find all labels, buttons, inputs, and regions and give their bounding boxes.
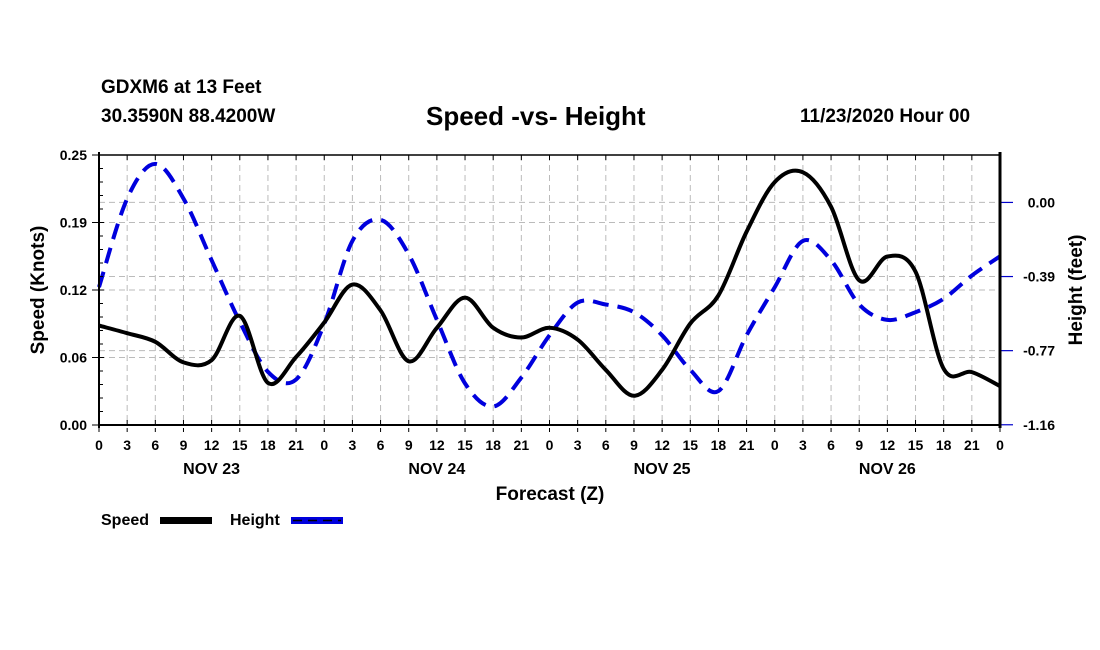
y-tick-label: 0.19	[60, 215, 87, 231]
x-tick-label: 12	[204, 437, 220, 453]
grid	[99, 155, 1000, 426]
x-tick-label: 0	[996, 437, 1004, 453]
legend-swatch-speed	[160, 517, 212, 524]
axes: 0 3 6 9 12 15 18 21 0 3 6 9 12 15 18 21 0 3 6 9 12 15 18 21 0 3 6 9…	[60, 147, 1055, 478]
x-tick-label: 15	[457, 437, 473, 453]
location-label: 30.3590N 88.4200W	[101, 106, 276, 127]
x-tick-label: 9	[630, 437, 638, 453]
x-tick-label: 18	[260, 437, 276, 453]
axis-labels: Speed (Knots) Height (feet) Forecast (Z)	[28, 226, 1087, 505]
issued-time-label: 11/23/2020 Hour 00	[800, 106, 971, 127]
x-tick-label: 15	[682, 437, 698, 453]
x-tick-label: 9	[180, 437, 188, 453]
y2-tick-label: -0.77	[1023, 343, 1055, 359]
x-tick-label: 3	[349, 437, 357, 453]
x-tick-label: 21	[739, 437, 755, 453]
y-axis-label: Speed (Knots)	[28, 226, 49, 355]
x-tick-label: 21	[288, 437, 304, 453]
x-tick-label: 0	[771, 437, 779, 453]
x-tick-label: 6	[151, 437, 159, 453]
y2-tick-label: -1.16	[1023, 417, 1055, 433]
x-tick-label: 0	[95, 437, 103, 453]
x-tick-label: 3	[574, 437, 582, 453]
y2-tick-label: -0.39	[1023, 269, 1055, 285]
x-tick-label: 6	[602, 437, 610, 453]
x-tick-label: 6	[827, 437, 835, 453]
x-tick-label: 0	[320, 437, 328, 453]
y-tick-label: 0.00	[60, 417, 87, 433]
y-tick-label: 0.12	[60, 282, 87, 298]
x-tick-label: 3	[123, 437, 131, 453]
x-tick-label: 18	[936, 437, 952, 453]
date-label: NOV 23	[183, 461, 240, 478]
x-tick-label: 12	[880, 437, 896, 453]
x-tick-label: 12	[654, 437, 670, 453]
series-line-speed	[98, 168, 1001, 398]
y-tick-label: 0.25	[60, 147, 87, 163]
x-tick-label: 15	[232, 437, 248, 453]
x-tick-label: 21	[964, 437, 980, 453]
chart-title: Speed -vs- Height	[426, 101, 646, 131]
station-label: GDXM6 at 13 Feet	[101, 77, 262, 98]
x-axis-label: Forecast (Z)	[496, 484, 605, 505]
date-label: NOV 26	[859, 461, 916, 478]
x-tick-label: 21	[514, 437, 530, 453]
legend: Speed Height	[101, 512, 343, 529]
x-tick-label: 18	[711, 437, 727, 453]
date-label: NOV 25	[634, 461, 691, 478]
x-tick-label: 6	[377, 437, 385, 453]
x-tick-label: 3	[799, 437, 807, 453]
y2-tick-label: 0.00	[1028, 194, 1055, 210]
x-tick-label: 0	[546, 437, 554, 453]
y2-axis-label: Height (feet)	[1066, 235, 1087, 346]
x-tick-label: 9	[405, 437, 413, 453]
x-tick-label: 18	[485, 437, 501, 453]
legend-label-speed: Speed	[101, 512, 149, 529]
date-label: NOV 24	[408, 461, 465, 478]
x-tick-label: 9	[855, 437, 863, 453]
x-tick-label: 12	[429, 437, 445, 453]
legend-label-height: Height	[230, 512, 280, 529]
series-layer	[97, 161, 1002, 409]
x-tick-label: 15	[908, 437, 924, 453]
y-tick-label: 0.06	[60, 350, 87, 366]
